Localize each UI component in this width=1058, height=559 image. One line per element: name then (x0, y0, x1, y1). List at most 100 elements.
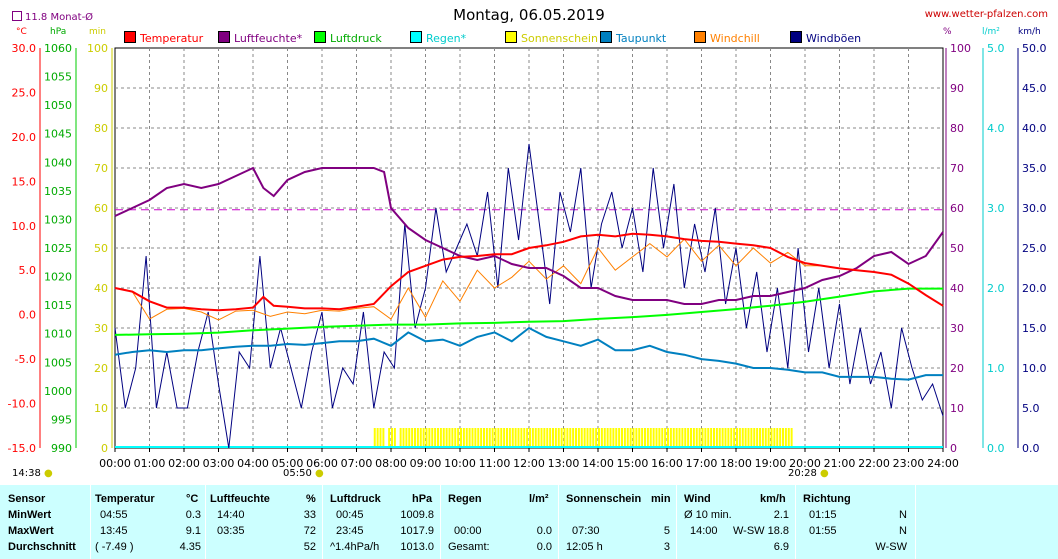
sun-tick: 100 (87, 42, 108, 55)
statistics-table: Sensor MinWert MaxWert Durchschnitt Temp… (0, 485, 1058, 559)
stats-divider (558, 485, 559, 559)
sun-tick: 20 (94, 362, 108, 375)
sun-tick: 40 (94, 282, 108, 295)
stats-divider (440, 485, 441, 559)
sunshine-bar (718, 428, 721, 448)
sun-tick: 60 (94, 202, 108, 215)
sunshine-bar (626, 428, 629, 448)
sunshine-bar (517, 428, 520, 448)
sunshine-bar (379, 428, 382, 448)
stats-direction-min-value: N (899, 509, 907, 521)
sun-tick: 70 (94, 162, 108, 175)
sunshine-bar (583, 428, 586, 448)
humidity-tick: 50 (950, 242, 964, 255)
sunshine-bar (664, 428, 667, 448)
temp-tick: 25.0 (12, 86, 37, 99)
stats-divider (90, 485, 91, 559)
sunshine-bar (511, 428, 514, 448)
sunshine-bar (759, 428, 761, 448)
sunshine-bar (672, 428, 675, 448)
stats-pressure-header: Luftdruck (330, 493, 381, 505)
time-tick: 21:00 (824, 457, 856, 470)
stats-rain-header: Regen (448, 493, 482, 505)
sunshine-bar (471, 428, 474, 448)
sunshine-bar (503, 428, 506, 448)
wind-tick: 15.0 (1022, 322, 1047, 335)
time-tick: 03:00 (203, 457, 235, 470)
temp-tick: 20.0 (12, 131, 37, 144)
stats-wind-max-value: W-SW 18.8 (732, 525, 789, 537)
time-tick: 04:00 (237, 457, 269, 470)
sunshine-bar (523, 428, 526, 448)
sunshine-bar (779, 428, 782, 448)
humidity-tick: 40 (950, 282, 964, 295)
temp-tick: -15.0 (8, 442, 36, 455)
sunshine-bar (698, 428, 701, 448)
sunshine-bar (782, 428, 784, 448)
sun-tick: 80 (94, 122, 108, 135)
humidity-tick: 30 (950, 322, 964, 335)
stats-rain-max-time: 00:00 (454, 525, 482, 537)
wind-tick: 45.0 (1022, 82, 1047, 95)
sunshine-bar (399, 428, 402, 448)
pressure-tick: 1015 (44, 299, 72, 312)
sunshine-bar (724, 428, 727, 448)
sunshine-bar (773, 428, 776, 448)
sun-unit: min (89, 27, 106, 37)
sunshine-bar (638, 428, 641, 448)
sunshine-bar (506, 428, 508, 448)
sunshine-bar (598, 428, 600, 448)
stats-row-max: MaxWert (8, 525, 54, 537)
stats-row-min: MinWert (8, 509, 52, 521)
sunshine-bar (439, 428, 442, 448)
legend-swatch (694, 31, 706, 43)
sunshine-bar (776, 428, 779, 448)
monthly-average-swatch (12, 11, 22, 21)
wind-tick: 40.0 (1022, 122, 1047, 135)
sunshine-bar (592, 428, 595, 448)
legend-item-luftdruck: Luftdruck (314, 31, 382, 45)
time-tick: 06:00 (306, 457, 338, 470)
stats-wind-header: Wind (684, 493, 711, 505)
rain-tick: 1.0 (987, 362, 1005, 375)
sunshine-bar (675, 428, 678, 448)
sunshine-bar (408, 428, 411, 448)
sunshine-bar (612, 428, 615, 448)
stats-rain-column: Regen l/m² 00:00 0.0 Gesamt: 0.0 (440, 485, 558, 559)
sunshine-bar (586, 428, 589, 448)
stats-humidity-min-value: 33 (303, 509, 316, 521)
sunshine-bar (710, 428, 713, 448)
stats-humidity-unit: % (306, 493, 316, 505)
sunshine-bar (462, 428, 465, 448)
sunshine-bar (569, 428, 572, 448)
sun-tick: 10 (94, 402, 108, 415)
pressure-tick: 1000 (44, 385, 72, 398)
sunshine-bar (644, 428, 646, 448)
humidity-unit: % (943, 27, 952, 37)
stats-sunshine-unit: min (651, 493, 671, 505)
pressure-tick: 1055 (44, 71, 72, 84)
time-tick: 05:00 (272, 457, 304, 470)
stats-wind-avg10-value: 2.1 (773, 509, 789, 521)
stats-divider (915, 485, 916, 559)
sunshine-bar (388, 428, 391, 448)
humidity-tick: 90 (950, 82, 964, 95)
rain-tick: 0.0 (987, 442, 1005, 455)
sunshine-bar (761, 428, 764, 448)
sunshine-bar (618, 428, 621, 448)
legend-label: Luftfeuchte* (234, 32, 303, 45)
website-link[interactable]: www.wetter-pfalzen.com (924, 9, 1048, 20)
pressure-tick: 1045 (44, 128, 72, 141)
sunshine-bar (529, 428, 531, 448)
sunshine-bar (460, 428, 462, 448)
legend-label: Taupunkt (616, 32, 667, 45)
stats-wind-avg10-label: Ø 10 min. (684, 509, 732, 521)
temp-unit: °C (16, 27, 27, 37)
stats-pressure-min-value: 1009.8 (400, 509, 434, 521)
sunshine-bar (609, 428, 612, 448)
sunshine-bar (500, 428, 503, 448)
rain-tick: 3.0 (987, 202, 1005, 215)
pressure-tick: 1025 (44, 242, 72, 255)
legend-item-taupunkt: Taupunkt (600, 31, 666, 45)
monthly-average-label: 11.8 Monat-Ø (12, 11, 93, 23)
